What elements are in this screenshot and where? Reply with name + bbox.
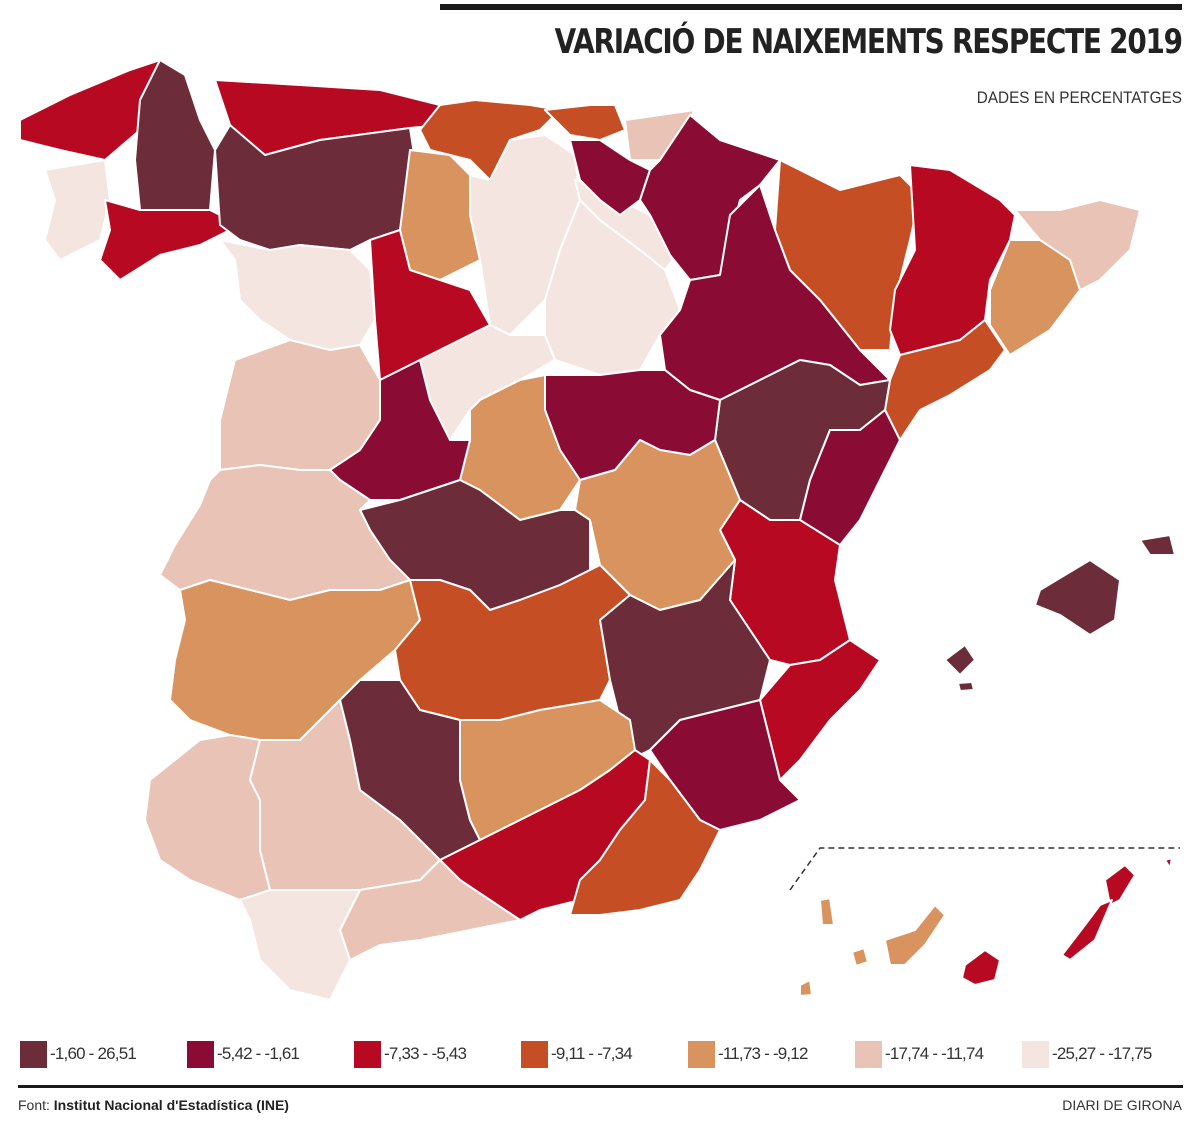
source-prefix: Font: xyxy=(18,1097,50,1113)
province-region xyxy=(961,949,1001,986)
legend-swatch xyxy=(521,1040,548,1068)
legend-item: -5,42 - -1,61 xyxy=(187,1040,354,1068)
subtitle: DADES EN PERCENTATGES xyxy=(976,88,1182,107)
legend-label: -11,73 - -9,12 xyxy=(718,1044,808,1063)
legend-label: -5,42 - -1,61 xyxy=(217,1044,300,1063)
province-region xyxy=(884,904,946,966)
brand: DIARI DE GIRONA xyxy=(1062,1097,1182,1113)
province-region xyxy=(799,979,813,997)
legend-swatch xyxy=(187,1040,214,1068)
province-region xyxy=(851,947,869,967)
province-region xyxy=(1061,899,1113,961)
province-region xyxy=(239,889,361,1001)
top-rule xyxy=(440,4,1182,10)
province-region xyxy=(944,644,976,676)
spain-province-map xyxy=(19,59,1180,1001)
legend-item: -9,11 - -7,34 xyxy=(521,1040,688,1068)
province-region xyxy=(1139,534,1176,556)
legend-swatch xyxy=(20,1040,47,1068)
province-region xyxy=(144,734,271,901)
province-region xyxy=(1104,864,1136,906)
province-region xyxy=(44,159,111,261)
province-region xyxy=(989,239,1081,356)
legend-item: -1,60 - 26,51 xyxy=(20,1040,187,1068)
legend-swatch xyxy=(688,1040,715,1068)
legend-label: -25,27 - -17,75 xyxy=(1052,1044,1152,1063)
province-region xyxy=(544,104,626,141)
legend-item: -7,33 - -5,43 xyxy=(354,1040,521,1068)
canary-islands-inset-line xyxy=(789,847,1180,891)
legend-swatch xyxy=(855,1040,882,1068)
province-region xyxy=(99,199,241,281)
page-title: VARIACIÓ DE NAIXEMENTS RESPECTE 2019 xyxy=(554,22,1183,62)
legend-item: -25,27 - -17,75 xyxy=(1022,1040,1189,1068)
legend-label: -9,11 - -7,34 xyxy=(551,1044,633,1063)
province-region xyxy=(799,409,901,546)
province-region xyxy=(399,149,481,281)
source-name: Institut Nacional d'Estadística (INE) xyxy=(53,1097,289,1113)
province-region xyxy=(574,439,741,611)
province-region xyxy=(219,239,376,351)
province-region xyxy=(957,681,975,692)
legend-item: -11,73 - -9,12 xyxy=(688,1040,855,1068)
province-region xyxy=(214,124,416,251)
legend-swatch xyxy=(354,1040,381,1068)
legend-label: -1,60 - 26,51 xyxy=(50,1044,137,1063)
province-region xyxy=(819,897,835,926)
province-region xyxy=(569,759,721,916)
legend-label: -17,74 - -11,74 xyxy=(885,1044,984,1063)
province-region xyxy=(1034,559,1121,636)
legend: -1,60 - 26,51 -5,42 - -1,61 -7,33 - -5,4… xyxy=(20,1040,1190,1068)
legend-label: -7,33 - -5,43 xyxy=(384,1044,467,1063)
province-region xyxy=(1164,857,1173,869)
province-region xyxy=(219,339,381,471)
footer-rule xyxy=(18,1085,1183,1088)
source-note: Font: Institut Nacional d'Estadística (I… xyxy=(18,1097,289,1113)
legend-item: -17,74 - -11,74 xyxy=(855,1040,1022,1068)
legend-swatch xyxy=(1022,1040,1049,1068)
